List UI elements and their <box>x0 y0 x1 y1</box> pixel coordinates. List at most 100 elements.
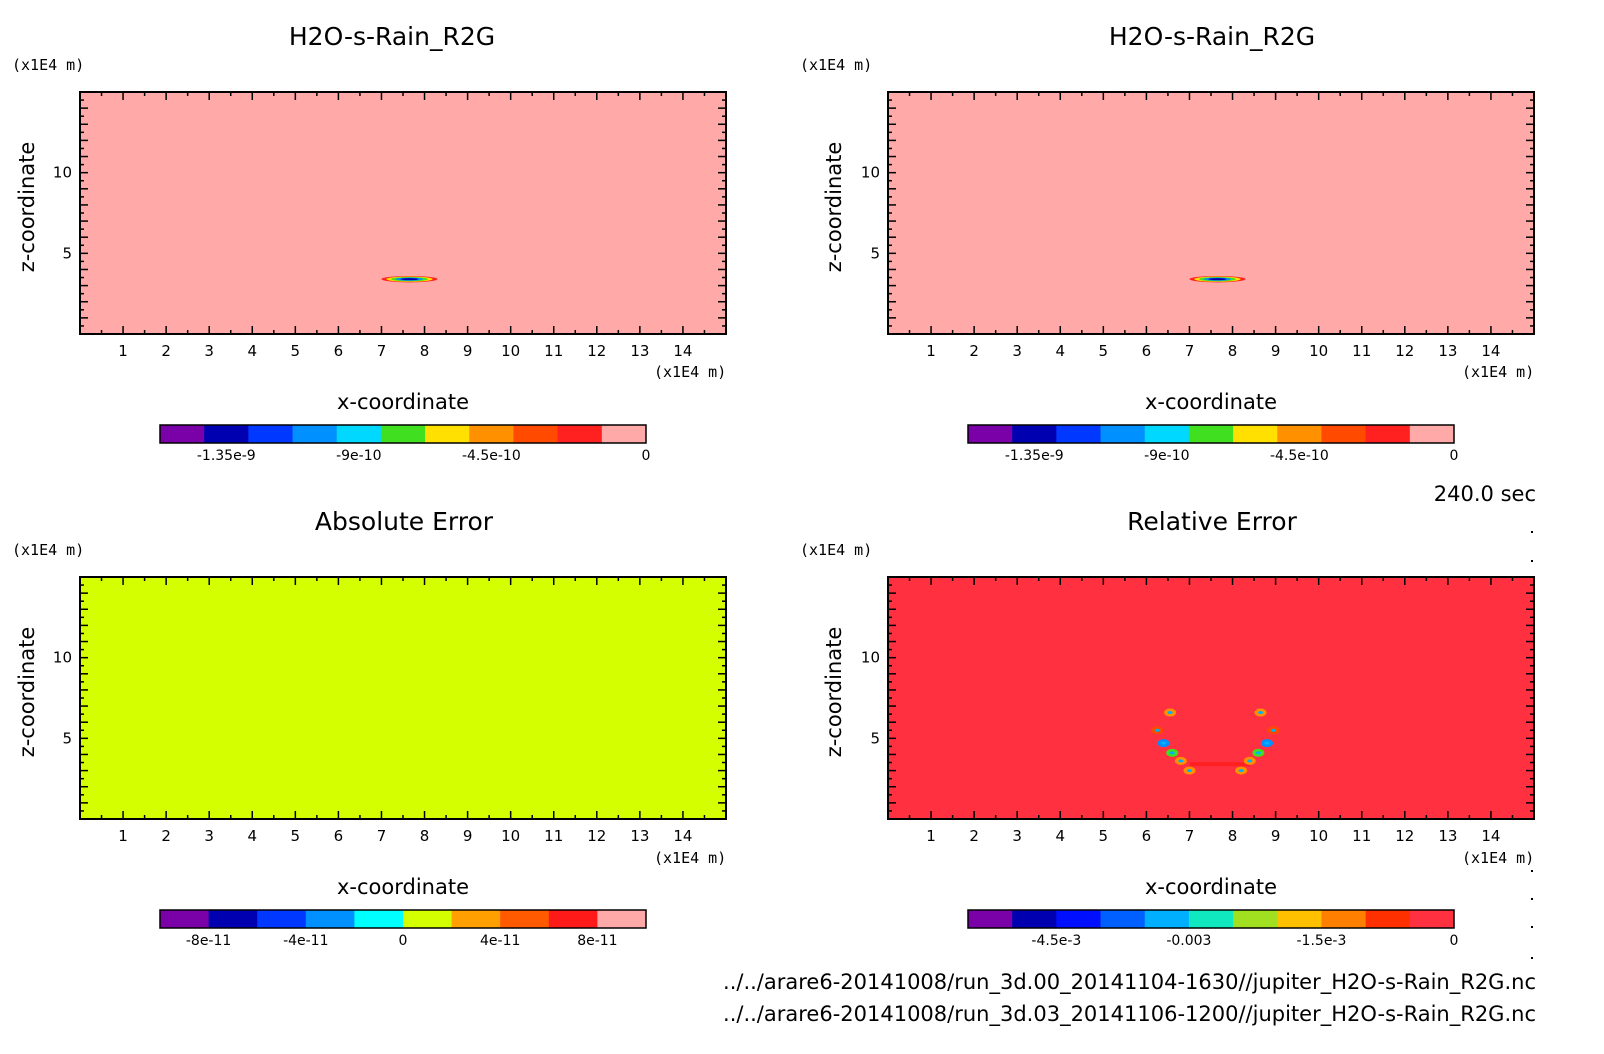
x-tick-label: 8 <box>420 827 430 845</box>
colorbar-swatch <box>248 425 294 443</box>
colorbar-swatch <box>1277 910 1322 928</box>
x-tick-label: 1 <box>926 827 936 845</box>
y-axis-label: z-coordinate <box>822 142 846 273</box>
x-tick-label: 14 <box>673 342 692 360</box>
y-unit-label: (x1E4 m) <box>800 541 872 559</box>
colorbar-swatch <box>204 425 249 443</box>
x-tick-label: 8 <box>1228 342 1238 360</box>
error-blob-core <box>1238 769 1244 773</box>
x-tick-label: 9 <box>1271 827 1281 845</box>
colorbar-tick-label: -9e-10 <box>1144 448 1189 464</box>
colorbar-frame <box>967 424 1455 444</box>
x-tick-label: 3 <box>1012 827 1022 845</box>
x-axis-label: x-coordinate <box>1145 390 1277 414</box>
x-tick-label: 13 <box>1438 827 1457 845</box>
colorbar-swatch <box>305 910 355 928</box>
dot-mark <box>1531 926 1533 928</box>
x-tick-label: 4 <box>1055 827 1065 845</box>
x-unit-label: (x1E4 m) <box>654 849 726 867</box>
x-tick-label: 5 <box>291 827 301 845</box>
x-tick-label: 7 <box>1185 342 1195 360</box>
y-tick-label: 5 <box>870 729 880 747</box>
colorbar-swatch <box>557 425 603 443</box>
colorbar: -8e-11 -4e-11 0 4e-11 8e-11 <box>159 909 647 949</box>
x-tick-label: 13 <box>1438 342 1457 360</box>
colorbar-swatch <box>968 425 1013 443</box>
x-tick-label: 7 <box>1185 827 1195 845</box>
x-tick-label: 12 <box>1395 827 1414 845</box>
y-unit-label: (x1E4 m) <box>800 56 872 74</box>
x-tick-label: 10 <box>501 827 520 845</box>
colorbar-swatch <box>1277 425 1322 443</box>
x-tick-label: 14 <box>1481 827 1500 845</box>
colorbar-swatch <box>968 910 1013 928</box>
colorbar-tick-label: 0 <box>399 933 408 949</box>
colorbar-swatch <box>1012 425 1057 443</box>
error-blob-core <box>1154 728 1160 732</box>
colorbar-swatch <box>1321 910 1367 928</box>
field-background <box>888 92 1534 334</box>
dot-mark <box>1531 957 1533 959</box>
colorbar-tick-label: 0 <box>1450 933 1459 949</box>
x-tick-label: 13 <box>630 342 649 360</box>
colorbar-swatch <box>1100 425 1146 443</box>
x-tick-label: 10 <box>501 342 520 360</box>
colorbar-tick-label: -9e-10 <box>336 448 381 464</box>
edge-dots <box>1531 531 1533 959</box>
x-tick-label: 8 <box>420 342 430 360</box>
colorbar-tick-label: -1.35e-9 <box>1005 448 1064 464</box>
y-axis-label: z-coordinate <box>15 627 39 758</box>
colorbar-swatch <box>1365 910 1411 928</box>
y-axis-label: z-coordinate <box>15 142 39 273</box>
colorbar-tick-label: 4e-11 <box>480 933 520 949</box>
colorbar-swatch <box>451 910 501 928</box>
colorbar-tick-label: 0 <box>642 448 651 464</box>
colorbar: -1.35e-9 -9e-10 -4.5e-10 0 <box>967 424 1458 464</box>
error-blob-core <box>1247 759 1253 763</box>
error-layer <box>1189 762 1250 767</box>
x-tick-label: 10 <box>1309 342 1328 360</box>
y-tick-label: 10 <box>53 649 72 667</box>
x-axis-label: x-coordinate <box>337 875 469 899</box>
x-tick-label: 1 <box>118 827 128 845</box>
y-tick-label: 5 <box>870 244 880 262</box>
colorbar-swatch <box>1144 425 1190 443</box>
colorbar-tick-label: -0.003 <box>1166 933 1211 949</box>
x-tick-label: 2 <box>969 342 979 360</box>
field-background <box>80 92 726 334</box>
y-tick-label: 5 <box>62 244 72 262</box>
x-unit-label: (x1E4 m) <box>654 363 726 381</box>
colorbar-swatch <box>1321 425 1367 443</box>
x-tick-label: 12 <box>1395 342 1414 360</box>
colorbar-tick-label: -8e-11 <box>186 933 231 949</box>
colorbar-tick-label: -4.5e-10 <box>462 448 521 464</box>
x-tick-label: 2 <box>161 827 171 845</box>
error-blob-core <box>1264 741 1270 745</box>
x-tick-label: 4 <box>247 827 257 845</box>
colorbar-swatch <box>1233 910 1278 928</box>
colorbar-swatch <box>257 910 307 928</box>
colorbar-swatch <box>1409 910 1455 928</box>
colorbar-frame <box>967 909 1455 929</box>
panel-title: H2O-s-Rain_R2G <box>1109 22 1315 51</box>
field-background <box>888 577 1534 819</box>
colorbar-swatch <box>1144 910 1190 928</box>
colorbar-tick-label: -1.5e-3 <box>1297 933 1347 949</box>
file-path-2: ../../arare6-20141008/run_3d.03_20141106… <box>723 1002 1536 1027</box>
error-blob-core <box>1186 769 1192 773</box>
colorbar-swatch <box>1056 425 1102 443</box>
y-tick-label: 10 <box>861 649 880 667</box>
x-tick-label: 10 <box>1309 827 1328 845</box>
x-tick-label: 11 <box>1352 342 1371 360</box>
x-tick-label: 6 <box>334 827 344 845</box>
colorbar-swatch <box>208 910 258 928</box>
colorbar-swatch <box>1100 910 1146 928</box>
colorbar-swatch <box>1188 910 1234 928</box>
x-unit-label: (x1E4 m) <box>1462 849 1534 867</box>
